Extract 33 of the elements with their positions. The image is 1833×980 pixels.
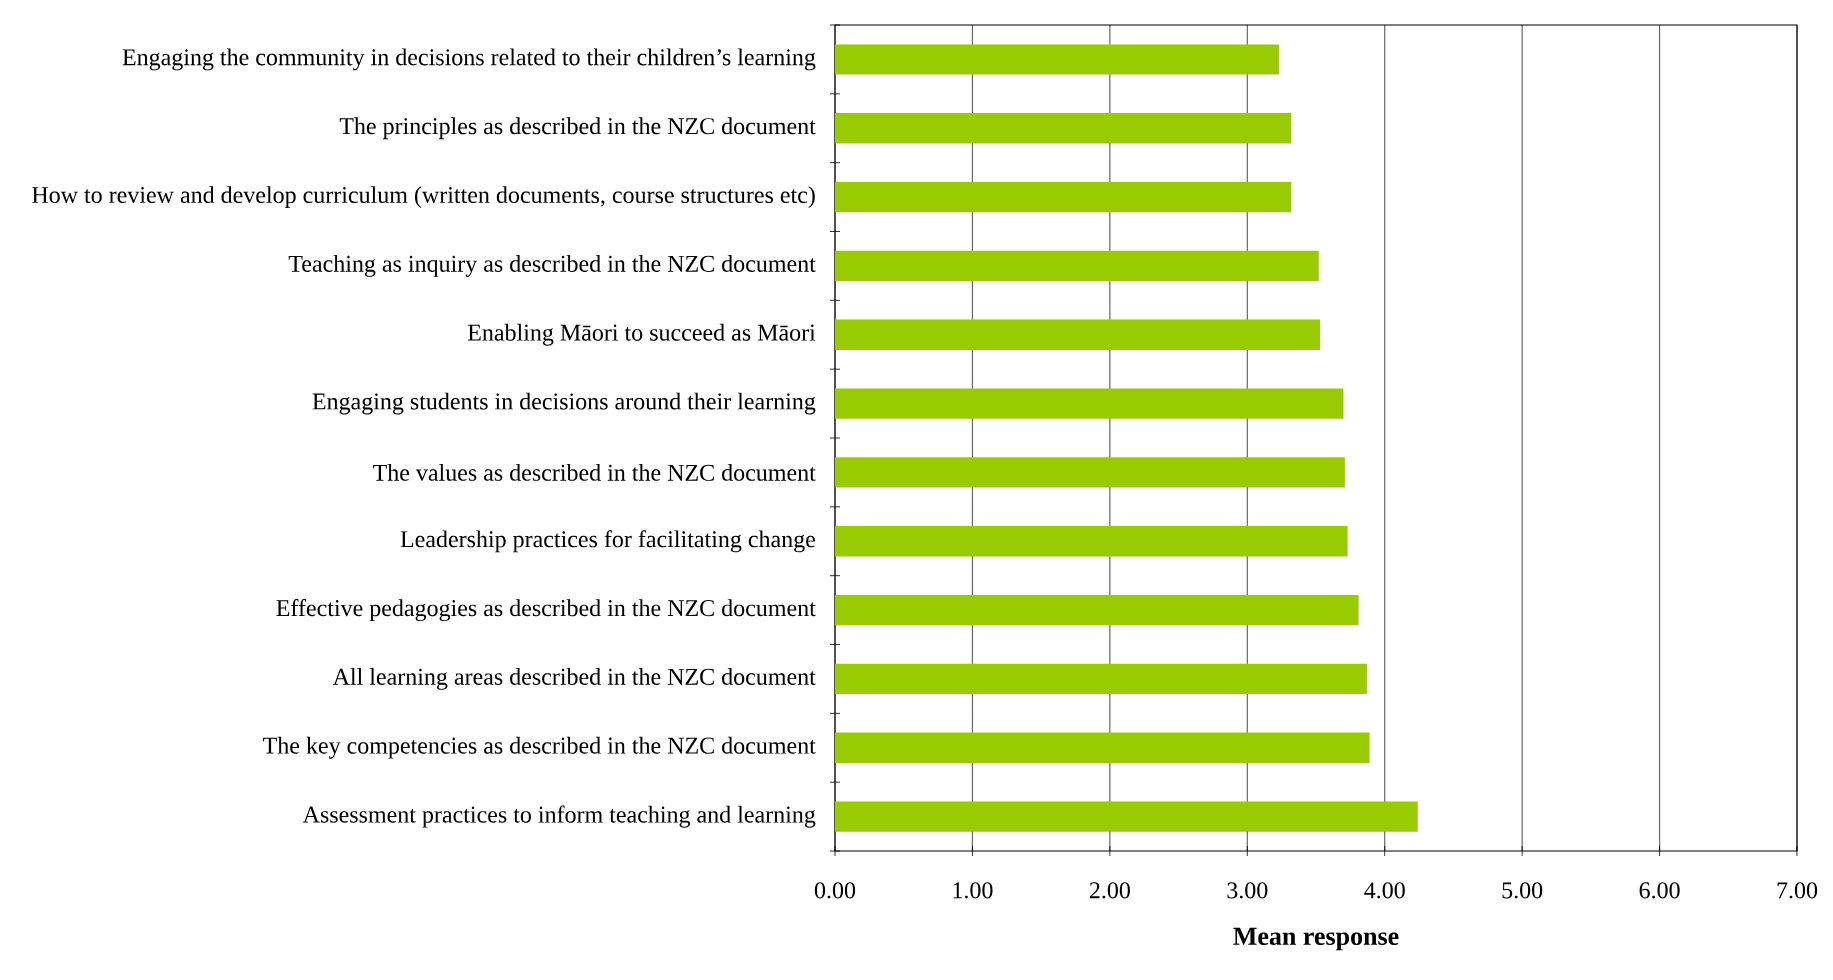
y-tick-label: Enabling Māori to succeed as Māori (467, 323, 816, 346)
y-tick-label: The principles as described in the NZC document (339, 117, 816, 140)
x-tick-label: 3.00 (1227, 882, 1268, 899)
bar (835, 44, 1279, 75)
bar (835, 181, 1292, 213)
bar (835, 732, 1370, 763)
x-axis-title: Mean response (1233, 927, 1399, 951)
y-tick-label: Assessment practices to inform teaching and learning (302, 805, 816, 828)
bar (835, 526, 1348, 557)
bar (835, 113, 1292, 144)
bar (835, 663, 1367, 695)
y-tick-label: Leadership practices for facilitating change (400, 530, 816, 553)
y-tick-label: Engaging the community in decisions related to their children’s learning (122, 48, 816, 71)
bar (835, 801, 1418, 832)
x-tick-label: 5.00 (1502, 882, 1543, 899)
bar (835, 250, 1319, 282)
x-tick-label: 6.00 (1639, 882, 1680, 899)
x-tick-label: 2.00 (1089, 882, 1130, 899)
x-tick-label: 7.00 (1777, 882, 1818, 899)
y-tick-label: Teaching as inquiry as described in the NZC document (288, 255, 816, 277)
y-tick-label: The values as described in the NZC document (373, 463, 816, 481)
y-tick-label: How to review and develop curriculum (written documents, course structures etc) (32, 186, 815, 208)
x-tick-label: 1.00 (953, 882, 993, 899)
x-tick-label: 0.00 (814, 882, 856, 899)
bar (835, 594, 1359, 626)
bar (835, 388, 1344, 419)
y-tick-label: Effective pedagogies as described in the NZC document (276, 599, 816, 622)
bar (835, 457, 1345, 488)
y-tick-label: All learning areas described in the NZC document (332, 668, 816, 690)
y-tick-label: Engaging students in decisions around their learning (312, 392, 816, 415)
bar (835, 319, 1321, 350)
x-tick-label: 4.00 (1364, 882, 1405, 899)
y-tick-label: The key competencies as described in the NZC document (263, 736, 816, 759)
